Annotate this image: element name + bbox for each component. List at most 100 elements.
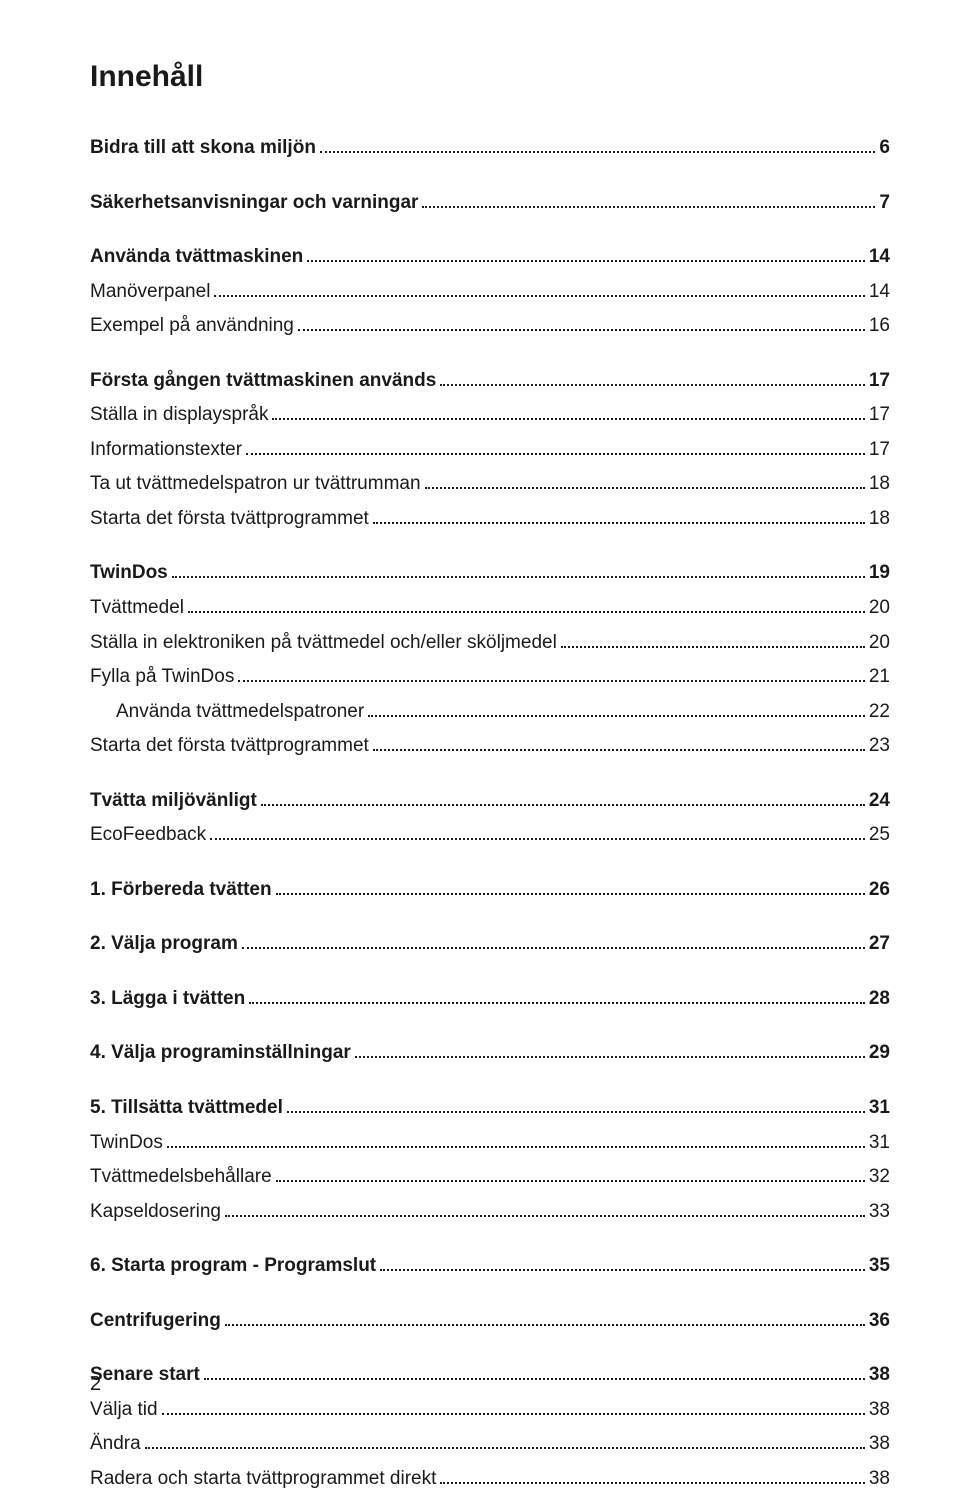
toc-entry: Tvättmedelsbehållare 32 xyxy=(90,1163,890,1191)
toc-entry: Ändra 38 xyxy=(90,1430,890,1458)
toc-leader-dots xyxy=(261,804,865,806)
toc-entry-page: 22 xyxy=(869,698,890,726)
toc-entry: Ställa in displayspråk 17 xyxy=(90,401,890,429)
toc-entry-label: Välja tid xyxy=(90,1396,158,1424)
toc-entry-page: 17 xyxy=(869,401,890,429)
toc-leader-dots xyxy=(225,1324,865,1326)
toc-entry-label: EcoFeedback xyxy=(90,821,206,849)
toc-entry-page: 17 xyxy=(869,436,890,464)
toc-entry: TwinDos 31 xyxy=(90,1129,890,1157)
toc-entry-page: 14 xyxy=(869,278,890,306)
toc-leader-dots xyxy=(373,749,865,751)
toc-entry-label: Ta ut tvättmedelspatron ur tvättrumman xyxy=(90,470,421,498)
toc-leader-dots xyxy=(380,1269,865,1271)
toc-entry-page: 26 xyxy=(869,876,890,904)
toc-gap xyxy=(90,1019,890,1039)
toc-entry-page: 31 xyxy=(869,1129,890,1157)
toc-entry-page: 38 xyxy=(869,1465,890,1493)
toc-entry-label: Ställa in elektroniken på tvättmedel och… xyxy=(90,629,557,657)
toc-leader-dots xyxy=(210,838,865,840)
toc-leader-dots xyxy=(172,576,865,578)
toc-leader-dots xyxy=(272,418,864,420)
toc-leader-dots xyxy=(167,1146,865,1148)
toc-entry: Kapseldosering 33 xyxy=(90,1198,890,1226)
toc-entry: 2. Välja program 27 xyxy=(90,930,890,958)
toc-leader-dots xyxy=(225,1215,865,1217)
toc-entry-page: 32 xyxy=(869,1163,890,1191)
toc-entry-page: 38 xyxy=(869,1430,890,1458)
toc-leader-dots xyxy=(145,1447,865,1449)
toc-entry-label: Exempel på användning xyxy=(90,312,294,340)
toc-entry: Fylla på TwinDos 21 xyxy=(90,663,890,691)
toc-gap xyxy=(90,910,890,930)
toc-entry-page: 21 xyxy=(869,663,890,691)
toc-entry: Ta ut tvättmedelspatron ur tvättrumman 1… xyxy=(90,470,890,498)
toc-gap xyxy=(90,223,890,243)
toc-gap xyxy=(90,347,890,367)
toc-leader-dots xyxy=(214,295,864,297)
toc-gap xyxy=(90,856,890,876)
toc-entry-page: 24 xyxy=(869,787,890,815)
toc-gap xyxy=(90,1287,890,1307)
toc-leader-dots xyxy=(276,1180,865,1182)
toc-entry-page: 25 xyxy=(869,821,890,849)
toc-entry-page: 19 xyxy=(869,559,890,587)
toc-entry-label: Säkerhetsanvisningar och varningar xyxy=(90,189,418,217)
toc-entry: Bidra till att skona miljön 6 xyxy=(90,134,890,162)
toc-leader-dots xyxy=(307,260,865,262)
toc-entry-label: TwinDos xyxy=(90,559,168,587)
toc-entry: Tvätta miljövänligt 24 xyxy=(90,787,890,815)
toc-entry-label: Första gången tvättmaskinen används xyxy=(90,367,436,395)
toc-entry: 3. Lägga i tvätten 28 xyxy=(90,985,890,1013)
toc-entry: 4. Välja programinställningar 29 xyxy=(90,1039,890,1067)
toc-leader-dots xyxy=(561,646,865,648)
toc-leader-dots xyxy=(320,151,876,153)
toc-entry: Första gången tvättmaskinen används 17 xyxy=(90,367,890,395)
toc-entry-label: 5. Tillsätta tvättmedel xyxy=(90,1094,283,1122)
toc-entry-label: Senare start xyxy=(90,1361,200,1389)
toc-leader-dots xyxy=(425,487,865,489)
toc-entry-label: Tvättmedelsbehållare xyxy=(90,1163,272,1191)
toc-entry: Välja tid 38 xyxy=(90,1396,890,1424)
toc-leader-dots xyxy=(238,680,865,682)
toc-entry: Manöverpanel 14 xyxy=(90,278,890,306)
toc-entry-page: 17 xyxy=(869,367,890,395)
toc-entry: Informationstexter 17 xyxy=(90,436,890,464)
toc-leader-dots xyxy=(440,384,865,386)
toc-entry: Starta det första tvättprogrammet 18 xyxy=(90,505,890,533)
toc-entry: 6. Starta program - Programslut 35 xyxy=(90,1252,890,1280)
toc-entry: Säkerhetsanvisningar och varningar 7 xyxy=(90,189,890,217)
toc-entry-label: Använda tvättmaskinen xyxy=(90,243,303,271)
toc-entry-label: Fylla på TwinDos xyxy=(90,663,234,691)
toc-entry-page: 20 xyxy=(869,594,890,622)
toc-leader-dots xyxy=(242,947,865,949)
toc-entry-label: Ändra xyxy=(90,1430,141,1458)
toc-entry-label: 2. Välja program xyxy=(90,930,238,958)
toc-entry-page: 33 xyxy=(869,1198,890,1226)
toc-entry-label: Kapseldosering xyxy=(90,1198,221,1226)
toc-gap xyxy=(90,539,890,559)
toc-entry: Exempel på användning 16 xyxy=(90,312,890,340)
toc-leader-dots xyxy=(204,1378,865,1380)
toc-leader-dots xyxy=(188,611,865,613)
toc-entry-page: 27 xyxy=(869,930,890,958)
toc-entry-label: Radera och starta tvättprogrammet direkt xyxy=(90,1465,436,1493)
toc-entry-page: 36 xyxy=(869,1307,890,1335)
toc-leader-dots xyxy=(287,1111,865,1113)
toc-leader-dots xyxy=(249,1002,865,1004)
toc-entry: Använda tvättmaskinen 14 xyxy=(90,243,890,271)
toc-entry-page: 20 xyxy=(869,629,890,657)
toc-entry-label: Bidra till att skona miljön xyxy=(90,134,316,162)
toc-leader-dots xyxy=(440,1482,864,1484)
toc-entry: Senare start 38 xyxy=(90,1361,890,1389)
toc-entry-page: 38 xyxy=(869,1396,890,1424)
toc-leader-dots xyxy=(355,1056,865,1058)
toc-entry: Ställa in elektroniken på tvättmedel och… xyxy=(90,629,890,657)
toc-entry-label: Starta det första tvättprogrammet xyxy=(90,732,369,760)
toc-gap xyxy=(90,1341,890,1361)
toc-gap xyxy=(90,767,890,787)
toc-entry-label: Tvätta miljövänligt xyxy=(90,787,257,815)
toc-leader-dots xyxy=(276,893,865,895)
toc-entry-label: Centrifugering xyxy=(90,1307,221,1335)
toc-entry: TwinDos 19 xyxy=(90,559,890,587)
